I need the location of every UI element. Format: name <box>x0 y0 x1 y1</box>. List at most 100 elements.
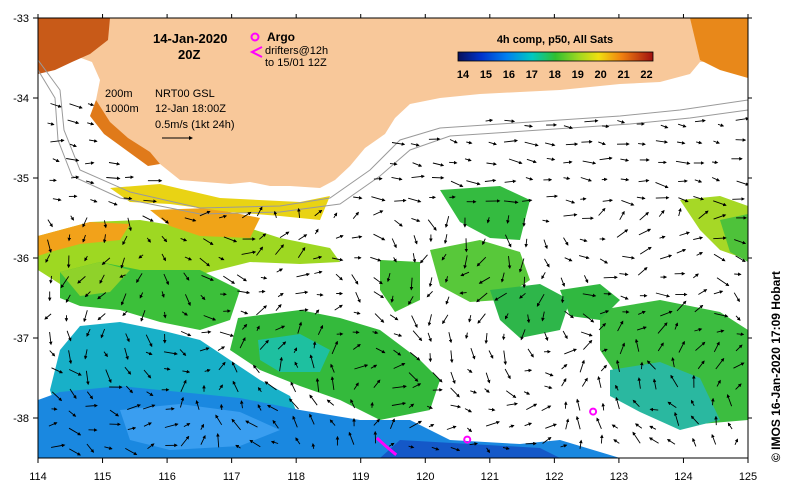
y-tick-label: -35 <box>13 173 29 185</box>
current-arrow <box>619 272 629 277</box>
current-arrow <box>119 274 126 278</box>
current-arrow <box>637 377 642 389</box>
current-arrow <box>125 385 134 394</box>
current-arrow <box>546 157 556 161</box>
drifters-legend-line2: to 15/01 12Z <box>265 57 327 69</box>
current-arrow <box>504 313 509 320</box>
x-tick-label: 115 <box>94 471 112 483</box>
current-arrow <box>393 257 397 263</box>
current-arrow <box>657 322 668 334</box>
current-arrow <box>389 162 398 166</box>
current-arrow <box>232 380 239 393</box>
current-arrow <box>82 234 86 243</box>
y-axis: -33 -34 -35 -36 -37 -38 <box>13 13 752 425</box>
current-arrow <box>504 368 511 380</box>
current-arrow <box>241 211 252 219</box>
current-arrow <box>314 228 319 235</box>
current-arrow <box>393 333 403 337</box>
current-arrow <box>67 234 72 242</box>
colorbar <box>457 51 654 62</box>
current-arrow <box>259 339 269 350</box>
current-arrow <box>519 292 526 299</box>
current-arrow <box>351 235 363 239</box>
current-arrow <box>597 376 602 388</box>
current-arrow <box>122 310 128 317</box>
current-arrow <box>183 272 190 281</box>
current-arrow <box>97 292 107 300</box>
current-arrow <box>579 238 588 243</box>
current-arrow <box>240 400 244 409</box>
current-arrow <box>99 274 105 284</box>
current-arrow <box>86 443 95 453</box>
current-arrow <box>678 179 688 183</box>
current-arrow <box>620 295 629 300</box>
current-arrow <box>124 366 132 375</box>
current-arrow <box>85 403 98 408</box>
current-arrow <box>86 391 94 400</box>
current-arrow <box>560 444 568 448</box>
current-arrow <box>658 209 665 217</box>
current-arrow <box>727 422 733 430</box>
current-arrow <box>575 415 581 430</box>
current-arrow <box>638 178 650 183</box>
current-arrow <box>717 123 725 127</box>
current-arrow <box>48 422 58 427</box>
current-arrow <box>293 347 298 354</box>
current-arrow <box>563 213 578 217</box>
current-arrow <box>52 158 60 163</box>
current-arrow <box>581 377 588 387</box>
current-arrow <box>694 179 703 183</box>
current-arrow <box>711 397 715 406</box>
colorbar-tick-label: 19 <box>572 69 584 81</box>
current-arrow <box>103 351 108 358</box>
current-arrow <box>409 352 421 361</box>
current-arrow <box>50 138 65 143</box>
current-arrow <box>428 424 435 428</box>
y-tick-label: -36 <box>13 253 29 265</box>
current-arrow <box>374 313 385 323</box>
current-arrow <box>147 443 155 450</box>
contour-1000-label: 1000m <box>105 103 139 115</box>
current-arrow <box>506 402 518 406</box>
current-arrow <box>695 140 703 145</box>
current-arrow <box>66 330 72 342</box>
current-arrow <box>581 140 593 144</box>
current-arrow <box>69 143 77 148</box>
current-arrow <box>690 415 700 425</box>
current-arrow <box>637 267 648 276</box>
current-arrow <box>102 234 107 244</box>
current-arrow <box>184 217 197 222</box>
current-arrow <box>259 233 267 240</box>
current-arrow <box>85 161 95 165</box>
current-arrow <box>678 197 689 203</box>
current-arrow <box>596 417 602 429</box>
current-arrow <box>256 325 260 332</box>
current-arrow <box>713 140 720 144</box>
current-arrow <box>578 255 590 260</box>
current-arrow <box>143 199 157 203</box>
current-arrow <box>100 328 106 339</box>
current-arrow <box>711 177 721 182</box>
current-arrow <box>615 359 620 372</box>
current-arrow <box>426 290 433 298</box>
current-arrow <box>127 426 137 431</box>
current-arrow <box>49 350 56 357</box>
current-arrow <box>392 384 407 389</box>
current-arrow <box>545 423 557 429</box>
current-arrow <box>450 180 464 188</box>
current-arrow <box>450 404 462 409</box>
current-arrow <box>582 160 597 165</box>
current-arrow <box>694 328 703 332</box>
current-arrow <box>560 277 566 287</box>
current-arrow <box>466 140 473 145</box>
current-arrow <box>733 362 745 369</box>
current-arrow <box>317 324 324 335</box>
current-arrow <box>161 217 170 224</box>
current-arrow <box>615 384 619 391</box>
current-arrow <box>333 212 338 219</box>
current-arrow <box>432 372 443 383</box>
x-tick-label: 119 <box>352 471 370 483</box>
current-arrow <box>253 364 260 374</box>
current-arrow <box>314 309 320 315</box>
current-arrow <box>450 446 461 452</box>
